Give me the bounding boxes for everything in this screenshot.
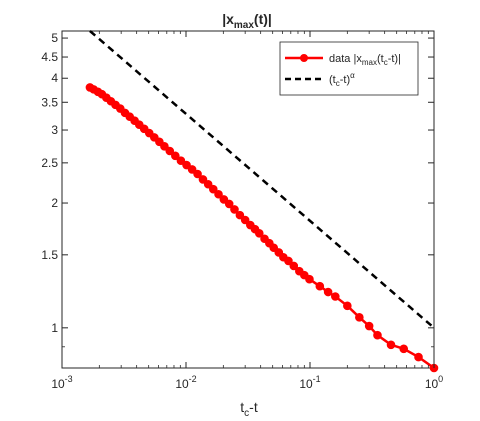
data-point xyxy=(331,292,340,301)
y-tick-label: 4 xyxy=(51,71,58,85)
y-tick-label: 2 xyxy=(51,196,58,210)
x-axis: 10-3 10-2 10-1 100 xyxy=(51,31,443,391)
data-point xyxy=(182,160,191,170)
legend-data-marker xyxy=(300,54,308,62)
x-tick-label: 10-1 xyxy=(299,374,320,391)
legend: data |xmax(tc-t)| (tc-t)α xyxy=(279,41,419,96)
data-point xyxy=(224,199,234,209)
data-point xyxy=(214,189,223,199)
legend-box xyxy=(279,41,419,96)
y-tick-label: 1.5 xyxy=(41,248,58,262)
data-point xyxy=(254,229,264,238)
data-point xyxy=(289,261,299,271)
x-tick-label: 10-2 xyxy=(175,374,196,391)
data-point xyxy=(230,205,239,214)
data-point xyxy=(315,281,325,291)
series-layer xyxy=(85,30,439,373)
data-point xyxy=(386,340,396,350)
data-point xyxy=(343,301,352,311)
data-point xyxy=(373,330,382,340)
data-point xyxy=(323,287,333,297)
y-tick-label: 5 xyxy=(51,31,58,45)
data-point xyxy=(414,352,423,362)
y-axis: 1 1.5 2 2.5 3 3.5 4 4.5 5 xyxy=(41,31,434,348)
y-tick-label: 1 xyxy=(51,321,58,335)
data-point xyxy=(364,321,374,331)
data-point xyxy=(160,142,169,151)
x-tick-label: 100 xyxy=(425,374,443,391)
data-point xyxy=(208,184,218,194)
data-point xyxy=(193,169,202,179)
data-point xyxy=(176,156,186,166)
data-point xyxy=(171,151,180,161)
x-axis-label: tc-t xyxy=(240,399,258,419)
y-tick-label: 4.5 xyxy=(41,50,58,64)
data-point xyxy=(198,175,208,184)
data-point xyxy=(305,274,314,284)
data-point xyxy=(165,146,175,156)
data-point xyxy=(355,313,364,322)
y-tick-label: 2.5 xyxy=(41,156,58,170)
x-tick-label: 10-3 xyxy=(51,374,72,391)
data-point xyxy=(399,344,409,354)
data-point xyxy=(240,215,250,225)
y-tick-label: 3 xyxy=(51,123,58,137)
legend-power-label: (tc-t)α xyxy=(329,71,355,88)
data-point xyxy=(187,165,197,174)
y-tick-label: 3.5 xyxy=(41,95,58,109)
data-point xyxy=(284,256,293,266)
data-point xyxy=(203,179,213,189)
data-point xyxy=(235,210,245,220)
chart-title: |xmax(t)| xyxy=(222,11,272,31)
series-line-1 xyxy=(89,30,435,329)
legend-data-label: data |xmax(tc-t)| xyxy=(329,53,401,67)
